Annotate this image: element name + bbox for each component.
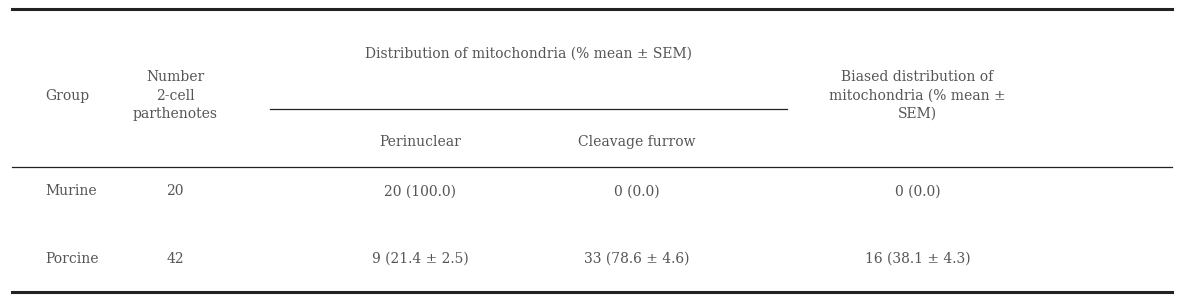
Text: 0 (0.0): 0 (0.0) bbox=[614, 184, 659, 198]
Text: Distribution of mitochondria (% mean ± SEM): Distribution of mitochondria (% mean ± S… bbox=[365, 47, 693, 61]
Text: Cleavage furrow: Cleavage furrow bbox=[578, 135, 696, 149]
Text: 33 (78.6 ± 4.6): 33 (78.6 ± 4.6) bbox=[584, 252, 690, 266]
Text: Group: Group bbox=[45, 89, 89, 103]
Text: Number
2-cell
parthenotes: Number 2-cell parthenotes bbox=[133, 70, 218, 121]
Text: Porcine: Porcine bbox=[45, 252, 98, 266]
Text: 20: 20 bbox=[167, 184, 184, 198]
Text: 20 (100.0): 20 (100.0) bbox=[385, 184, 456, 198]
Text: 0 (0.0): 0 (0.0) bbox=[895, 184, 940, 198]
Text: 42: 42 bbox=[167, 252, 184, 266]
Text: Biased distribution of
mitochondria (% mean ±
SEM): Biased distribution of mitochondria (% m… bbox=[829, 70, 1006, 121]
Text: 16 (38.1 ± 4.3): 16 (38.1 ± 4.3) bbox=[864, 252, 971, 266]
Text: Murine: Murine bbox=[45, 184, 97, 198]
Text: 9 (21.4 ± 2.5): 9 (21.4 ± 2.5) bbox=[372, 252, 469, 266]
Text: Perinuclear: Perinuclear bbox=[379, 135, 462, 149]
